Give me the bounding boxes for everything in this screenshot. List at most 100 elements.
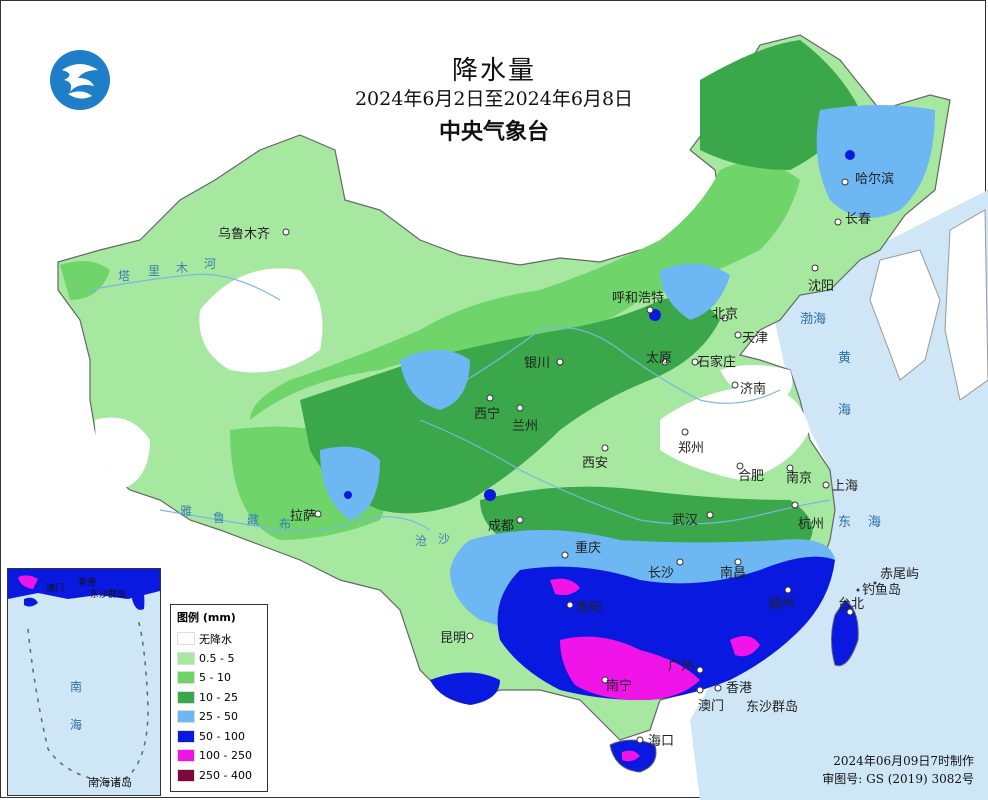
- city-label-harbin: 哈尔滨: [855, 171, 894, 187]
- city-label-fuzhou: 福州: [768, 597, 794, 612]
- korea-landmass: [869, 249, 941, 381]
- island-dot-diaoyudao: [856, 588, 860, 592]
- taiwan-island: [831, 599, 859, 667]
- city-dot-urumqi: [282, 228, 290, 236]
- city-dot-chengdu: [516, 516, 524, 524]
- city-label-shanghai: 上海: [832, 479, 858, 494]
- city-dot-taiyuan: [661, 358, 669, 366]
- city-label-nanning: 南宁: [606, 678, 632, 694]
- city-label-nanchang: 南昌: [720, 565, 746, 581]
- legend-label: 0.5 - 5: [199, 651, 235, 665]
- legend-panel: 图例 (mm) 无降水 0.5 - 5 5 - 10 10 - 25 25 - …: [170, 604, 268, 792]
- no-rain-north-china-plain: [660, 385, 810, 480]
- city-label-guiyang: 贵阳: [576, 601, 602, 616]
- city-dot-tianjin: [734, 331, 742, 339]
- legend-label: 5 - 10: [199, 671, 231, 685]
- city-label-wuhan: 武汉: [672, 513, 698, 528]
- legend-row: 0.5 - 5: [171, 649, 267, 669]
- river-label-yarlung-4: 布: [279, 517, 291, 531]
- city-dot-hongkong: [714, 684, 722, 692]
- inset-label-hk: 香港: [78, 576, 96, 588]
- hainan-heavy-rain: [622, 750, 640, 762]
- legend-swatch: [177, 710, 195, 724]
- rain-100-250-fujian: [730, 636, 760, 657]
- city-dot-guangzhou: [696, 666, 704, 674]
- city-dot-lanzhou: [516, 404, 524, 412]
- legend-row: 无降水: [171, 629, 267, 649]
- place-label-diaoyudao: 钓鱼岛: [862, 582, 901, 598]
- legend-label: 无降水: [199, 632, 232, 646]
- rain-50-100-spot-tibet: [344, 491, 352, 499]
- legend-swatch: [177, 671, 195, 685]
- rain-5-10-north: [250, 162, 800, 420]
- city-dot-fuzhou: [784, 586, 792, 594]
- city-dot-hohhot: [646, 306, 654, 314]
- city-dot-shijiazhuang: [691, 358, 699, 366]
- river-label-yarlung-2: 鲁: [213, 511, 225, 525]
- rain-25-50-inner-mongolia: [660, 263, 730, 320]
- cma-logo-icon: [50, 50, 110, 110]
- yangtze-river: [419, 419, 831, 525]
- city-dot-changchun: [834, 218, 842, 226]
- city-dot-guiyang: [566, 601, 574, 609]
- river-label-nujiang-1: 沧: [415, 533, 427, 548]
- map-approval-number: 审图号: GS (2019) 3082号: [822, 772, 974, 786]
- city-dot-hangzhou: [791, 501, 799, 509]
- inset-sea-label-2: 海: [70, 717, 82, 732]
- city-label-xian: 西安: [582, 456, 608, 471]
- river-label-yarlung-1: 雅: [180, 503, 192, 518]
- city-label-chongqing: 重庆: [575, 540, 601, 556]
- yellow-river: [449, 326, 781, 404]
- city-label-tianjin: 天津: [742, 331, 768, 346]
- city-label-chengdu: 成都: [488, 519, 514, 534]
- sea-label-donghai-2: 海: [868, 515, 881, 530]
- city-label-guangzhou: 广州: [668, 659, 694, 674]
- city-dot-hefei: [736, 462, 744, 470]
- river-label-tarim-1: 塔: [118, 269, 130, 283]
- city-dot-xian: [601, 444, 609, 452]
- city-dot-shanghai: [822, 481, 830, 489]
- legend-swatch: [177, 729, 195, 743]
- city-dot-haikou: [636, 736, 644, 744]
- inset-hainan: [24, 597, 38, 607]
- legend-title: 图例 (mm): [177, 611, 236, 624]
- no-rain-tarim: [199, 268, 323, 373]
- city-dot-shenyang: [811, 264, 819, 272]
- legend-label: 50 - 100: [199, 729, 245, 743]
- rain-50-100-spot-heilongjiang: [845, 150, 855, 160]
- sea-label-donghai-1: 东: [838, 515, 851, 530]
- agency-name: 中央气象台: [438, 120, 549, 145]
- place-label-chiweiyu: 赤尾屿: [880, 567, 919, 582]
- inset-heavy-rain: [18, 575, 38, 589]
- city-dot-taipei: [846, 608, 854, 616]
- city-label-shijiazhuang: 石家庄: [697, 354, 736, 370]
- date-range: 2024年6月2日至2024年6月8日: [354, 88, 634, 110]
- legend-label: 10 - 25: [199, 690, 238, 704]
- city-label-kunming: 昆明: [440, 631, 466, 646]
- legend-row: 100 - 250: [171, 746, 267, 766]
- rain-100-250-guangdong: [560, 636, 700, 700]
- inset-boundary-line: [27, 618, 149, 784]
- city-label-macau: 澳门: [698, 698, 724, 714]
- sea-label-bohai: 渤海: [800, 311, 826, 327]
- no-rain-shandong: [720, 365, 793, 405]
- inset-sea-label-1: 南: [70, 679, 82, 694]
- legend-row: 5 - 10: [171, 668, 267, 688]
- city-label-hohhot: 呼和浩特: [612, 291, 664, 306]
- city-label-nanjing: 南京: [786, 470, 812, 486]
- city-label-zhengzhou: 郑州: [678, 441, 704, 456]
- rain-50-100-spot-sichuan: [484, 489, 496, 501]
- legend-row: 25 - 50: [171, 707, 267, 727]
- city-dot-nanning: [601, 676, 609, 684]
- city-label-shenyang: 沈阳: [808, 279, 834, 294]
- river-label-tarim-2: 里: [148, 264, 160, 278]
- city-label-hongkong: 香港: [726, 681, 752, 696]
- city-dot-harbin: [841, 178, 849, 186]
- yarlung-river: [159, 509, 431, 532]
- legend-swatch: [177, 768, 195, 782]
- city-dot-lhasa: [314, 510, 322, 518]
- legend-swatch: [177, 749, 195, 763]
- city-dot-macau: [696, 686, 704, 694]
- inset-coast: [8, 569, 160, 599]
- production-time: 2024年06月09日7时制作: [833, 754, 974, 768]
